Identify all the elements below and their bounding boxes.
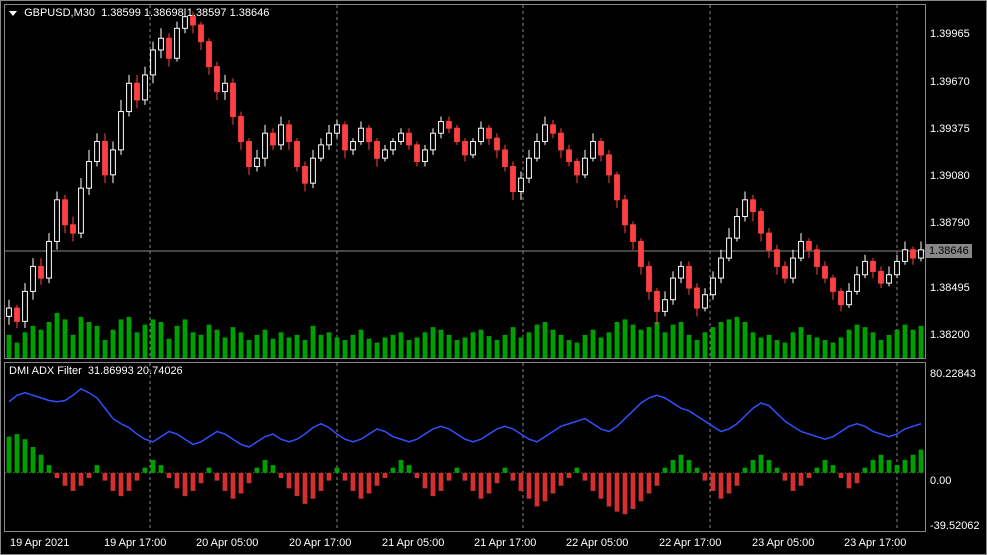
price-ylabel: 1.39375 [930, 123, 970, 135]
time-xlabel: 21 Apr 05:00 [382, 537, 444, 549]
indicator-ylabel: 0.00 [930, 475, 951, 487]
time-xlabel: 22 Apr 17:00 [659, 537, 721, 549]
price-ylabel: 1.39965 [930, 28, 970, 40]
time-xlabel: 20 Apr 17:00 [289, 537, 351, 549]
chart-window: GBPUSD,M30 1.38599 1.38698 1.38597 1.386… [0, 0, 987, 555]
chevron-down-icon[interactable] [9, 11, 17, 16]
indicator-yaxis: 80.22843 0.00 -39.52062 [926, 362, 983, 532]
price-chart-svg [5, 5, 925, 358]
current-price-tag: 1.38646 [926, 244, 972, 258]
indicator-chart-svg [5, 363, 925, 531]
chart-title[interactable]: GBPUSD,M30 1.38599 1.38698 1.38597 1.386… [9, 7, 269, 19]
symbol-label: GBPUSD,M30 [24, 7, 95, 19]
time-xlabel: 19 Apr 2021 [10, 537, 69, 549]
time-xlabel: 21 Apr 17:00 [474, 537, 536, 549]
time-xlabel: 22 Apr 05:00 [566, 537, 628, 549]
indicator-values: 31.86993 20.74026 [88, 365, 183, 377]
indicator-ylabel: -39.52062 [930, 520, 980, 532]
time-xlabel: 23 Apr 17:00 [844, 537, 906, 549]
price-ylabel: 1.38495 [930, 282, 970, 294]
ohlc-label: 1.38599 1.38698 1.38597 1.38646 [101, 7, 269, 19]
time-xaxis: 19 Apr 2021 19 Apr 17:00 20 Apr 05:00 20 Ap… [4, 534, 926, 554]
price-ylabel: 1.39080 [930, 170, 970, 182]
price-ylabel: 1.39670 [930, 76, 970, 88]
price-chart-panel[interactable]: GBPUSD,M30 1.38599 1.38698 1.38597 1.386… [4, 4, 926, 359]
time-xlabel: 23 Apr 05:00 [752, 537, 814, 549]
price-ylabel: 1.38200 [930, 329, 970, 341]
indicator-title-row: DMI ADX Filter 31.86993 20.74026 [9, 365, 183, 377]
price-yaxis: 1.39965 1.39670 1.39375 1.39080 1.38790 1.384… [926, 4, 983, 359]
price-ylabel: 1.38790 [930, 217, 970, 229]
time-xlabel: 20 Apr 05:00 [196, 537, 258, 549]
indicator-panel[interactable]: DMI ADX Filter 31.86993 20.74026 [4, 362, 926, 532]
indicator-name: DMI ADX Filter [9, 365, 82, 377]
time-xlabel: 19 Apr 17:00 [104, 537, 166, 549]
indicator-ylabel: 80.22843 [930, 368, 976, 380]
